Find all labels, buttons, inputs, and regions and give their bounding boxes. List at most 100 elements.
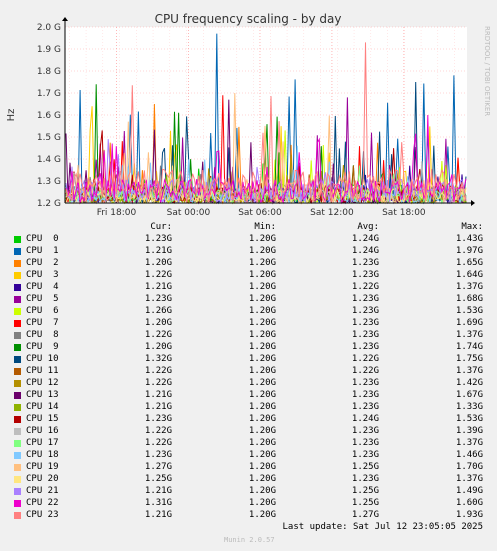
legend-cur: 1.26G <box>144 306 172 316</box>
legend-swatch <box>14 428 21 435</box>
legend-cur: 1.23G <box>144 294 172 304</box>
legend-avg: 1.23G <box>351 438 379 448</box>
x-axis-arrow <box>471 200 475 206</box>
legend-max: 1.74G <box>455 342 483 352</box>
legend-name: CPU 16 <box>26 426 59 436</box>
legend-min: 1.20G <box>248 342 276 352</box>
y-tick-label: 1.5 G <box>37 133 61 143</box>
legend-name: CPU 20 <box>26 474 59 484</box>
legend-cur: 1.20G <box>144 342 172 352</box>
legend-max: 1.43G <box>455 234 483 244</box>
y-tick-label: 1.7 G <box>37 89 61 99</box>
legend-name: CPU 7 <box>26 318 59 328</box>
legend-avg: 1.25G <box>351 498 379 508</box>
legend-swatch <box>14 248 21 255</box>
legend-swatch <box>14 500 21 507</box>
legend-cur: 1.21G <box>144 486 172 496</box>
legend-name: CPU 12 <box>26 378 59 388</box>
legend-row: CPU 9 1.20G 1.20G 1.23G 1.74G <box>0 342 497 354</box>
chart: 1.2 G 1.3 G 1.4 G 1.5 G 1.6 G 1.7 G 1.8 G 1.9 G… <box>6 12 491 218</box>
legend-name: CPU 21 <box>26 486 59 496</box>
legend-min: 1.20G <box>248 294 276 304</box>
legend-swatch <box>14 308 21 315</box>
legend-name: CPU 5 <box>26 294 59 304</box>
series-line-cpu-23 <box>65 42 467 204</box>
y-tick-label: 1.2 G <box>37 199 61 209</box>
y-tick-label: 1.6 G <box>37 111 61 121</box>
legend-row: CPU 15 1.23G 1.20G 1.24G 1.53G <box>0 414 497 426</box>
legend-min: 1.20G <box>248 354 276 364</box>
legend-cur: 1.23G <box>144 234 172 244</box>
legend-min: 1.20G <box>248 390 276 400</box>
legend-min: 1.20G <box>248 438 276 448</box>
rrdtool-watermark: RRDTOOL / TOBI OETIKER <box>483 26 491 116</box>
legend-min: 1.20G <box>248 510 276 520</box>
legend-avg: 1.23G <box>351 258 379 268</box>
legend-swatch <box>14 260 21 267</box>
legend-cur: 1.22G <box>144 378 172 388</box>
legend-min: 1.20G <box>248 306 276 316</box>
legend-min: 1.20G <box>248 414 276 424</box>
legend-swatch <box>14 320 21 327</box>
legend-avg: 1.23G <box>351 402 379 412</box>
legend-row: CPU 2 1.20G 1.20G 1.23G 1.65G <box>0 258 497 270</box>
x-tick-label: Sat 12:00 <box>310 208 354 218</box>
legend-avg: 1.24G <box>351 234 379 244</box>
legend-max: 1.37G <box>455 282 483 292</box>
legend-avg: 1.23G <box>351 270 379 280</box>
y-tick-label: 1.4 G <box>37 155 61 165</box>
legend-min: 1.20G <box>248 366 276 376</box>
legend-row: CPU 6 1.26G 1.20G 1.23G 1.53G <box>0 306 497 318</box>
legend-name: CPU 3 <box>26 270 59 280</box>
legend-row: CPU 20 1.25G 1.20G 1.23G 1.37G <box>0 474 497 486</box>
legend-min: 1.20G <box>248 498 276 508</box>
legend-max: 1.60G <box>455 498 483 508</box>
legend-min: 1.20G <box>248 474 276 484</box>
legend-swatch <box>14 332 21 339</box>
y-tick-label: 1.8 G <box>37 67 61 77</box>
legend-max: 1.49G <box>455 486 483 496</box>
legend-swatch <box>14 476 21 483</box>
legend-max: 1.68G <box>455 294 483 304</box>
legend-row: CPU 17 1.22G 1.20G 1.23G 1.37G <box>0 438 497 450</box>
legend-min: 1.20G <box>248 270 276 280</box>
legend-row: CPU 3 1.22G 1.20G 1.23G 1.64G <box>0 270 497 282</box>
legend-max: 1.39G <box>455 426 483 436</box>
legend-name: CPU 4 <box>26 282 59 292</box>
series-line-cpu-22 <box>65 114 467 205</box>
legend-min: 1.20G <box>248 330 276 340</box>
legend-max: 1.46G <box>455 450 483 460</box>
y-axis-arrow <box>62 17 68 21</box>
y-tick-label: 1.9 G <box>37 45 61 55</box>
legend-header-cur: Cur: <box>150 222 172 232</box>
legend-row: CPU 7 1.20G 1.20G 1.23G 1.69G <box>0 318 497 330</box>
legend-name: CPU 23 <box>26 510 59 520</box>
legend-name: CPU 19 <box>26 462 59 472</box>
legend-row: CPU 21 1.21G 1.20G 1.25G 1.49G <box>0 486 497 498</box>
x-tick-label: Fri 18:00 <box>97 208 137 218</box>
legend-max: 1.53G <box>455 306 483 316</box>
legend-name: CPU 2 <box>26 258 59 268</box>
x-tick-label: Sat 18:00 <box>382 208 426 218</box>
legend-swatch <box>14 368 21 375</box>
legend-cur: 1.21G <box>144 246 172 256</box>
legend-name: CPU 14 <box>26 402 59 412</box>
legend-swatch <box>14 404 21 411</box>
legend-swatch <box>14 284 21 291</box>
legend-swatch <box>14 380 21 387</box>
y-axis-label: Hz <box>6 109 17 122</box>
legend-swatch <box>14 356 21 363</box>
legend-row: CPU 22 1.31G 1.20G 1.25G 1.60G <box>0 498 497 510</box>
legend-min: 1.20G <box>248 402 276 412</box>
legend-row: CPU 14 1.21G 1.20G 1.23G 1.33G <box>0 402 497 414</box>
legend-avg: 1.25G <box>351 486 379 496</box>
legend-max: 1.53G <box>455 414 483 424</box>
legend-avg: 1.23G <box>351 294 379 304</box>
legend-min: 1.20G <box>248 318 276 328</box>
legend-header-avg: Avg: <box>357 222 379 232</box>
legend-swatch <box>14 416 21 423</box>
legend-swatch <box>14 272 21 279</box>
legend-name: CPU 13 <box>26 390 59 400</box>
legend-swatch <box>14 392 21 399</box>
legend-header: Cur: Min: Avg: Max: <box>0 222 497 234</box>
